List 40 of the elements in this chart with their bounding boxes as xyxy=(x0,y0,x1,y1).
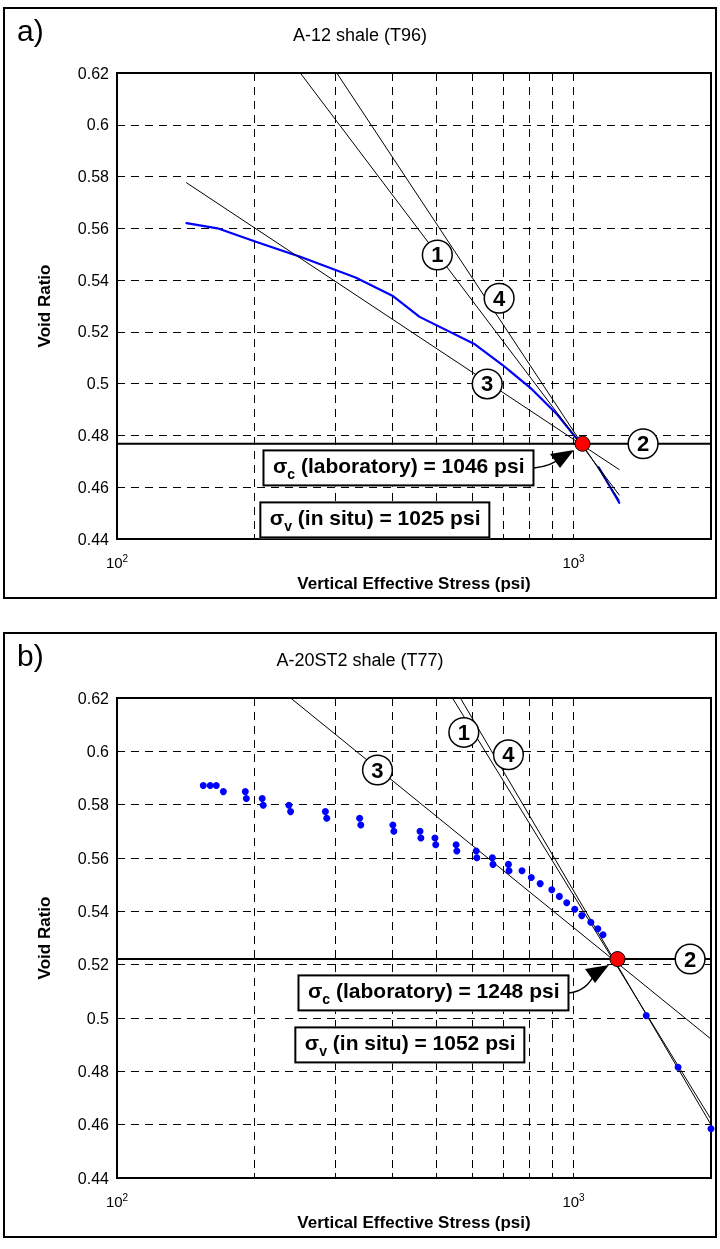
text: b) xyxy=(17,638,44,672)
text: a) xyxy=(17,13,44,47)
annotation: 2 xyxy=(636,431,650,457)
y-tick-label: 0.46 xyxy=(77,1116,110,1134)
y-tick-label: 0.5 xyxy=(86,375,110,393)
annotation: 4 xyxy=(502,742,516,768)
y-tick-label: 0.5 xyxy=(86,1009,110,1027)
annotation: 1 xyxy=(431,242,444,268)
y-tick-label: 0.6 xyxy=(86,742,110,760)
y-tick-label: 0.58 xyxy=(77,168,110,186)
y-tick-label: 0.52 xyxy=(77,956,110,974)
y-axis-title: Void Ratio xyxy=(35,896,54,980)
y-tick-label: 0.56 xyxy=(77,849,110,867)
annotation: 2 xyxy=(683,946,697,972)
annotation: 3 xyxy=(371,757,384,783)
annotation: σ$_{v}$ (in situ) = 1052 psi xyxy=(294,1026,526,1064)
y-tick-label: 0.62 xyxy=(77,64,110,82)
y-tick-label: 0.44 xyxy=(77,530,110,548)
annotation: 4 xyxy=(493,285,506,311)
annotation: σ$_{v}$ (in situ) = 1025 psi xyxy=(259,501,491,539)
annotation: σ$_{c}$ (laboratory) = 1046 psi xyxy=(262,449,535,487)
y-tick-label: 0.52 xyxy=(77,323,110,341)
chart-title: A-12 shale (T96) xyxy=(292,25,428,45)
annotation: 3 xyxy=(481,371,494,397)
chart-title: A-20ST2 shale (T77) xyxy=(276,650,444,670)
y-tick-label: 0.58 xyxy=(77,796,110,814)
x-axis-title: Vertical Effective Stress (psi) xyxy=(297,574,531,593)
y-tick-label: 0.54 xyxy=(77,271,110,289)
y-axis-title: Void Ratio xyxy=(35,264,54,348)
y-tick-label: 0.46 xyxy=(77,478,110,496)
y-tick-label: 0.48 xyxy=(77,1062,110,1080)
annotation: 1 xyxy=(457,719,470,745)
y-tick-label: 0.54 xyxy=(77,902,110,920)
annotation: σ$_{c}$ (laboratory) = 1248 psi xyxy=(297,974,570,1012)
y-tick-label: 0.44 xyxy=(77,1169,110,1187)
y-tick-label: 0.56 xyxy=(77,219,110,237)
x-axis-title: Vertical Effective Stress (psi) xyxy=(297,1213,531,1232)
y-tick-label: 0.48 xyxy=(77,426,110,444)
y-tick-label: 0.6 xyxy=(86,116,110,134)
y-tick-label: 0.62 xyxy=(77,689,110,707)
